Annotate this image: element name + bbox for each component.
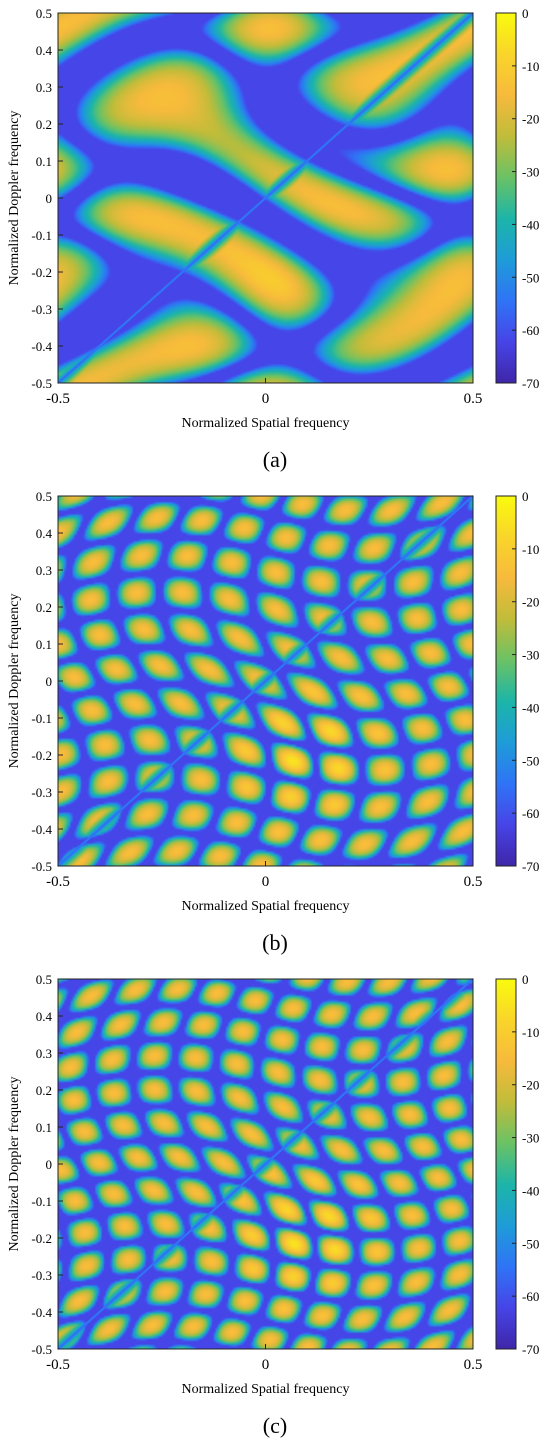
y-tick-label: 0	[46, 674, 53, 689]
y-axis-label: Normalized Doppler frequency	[7, 594, 22, 769]
chart-svg: -0.5 0 0.5 -0.5 -0.4 -0.3 -0.2 -0.1 0 0.1 0.2 0.3 0.…	[7, 6, 539, 472]
colorbar-tick-label: -70	[522, 859, 539, 874]
colorbar-tick-label: 0	[522, 6, 529, 21]
colorbar-tick-label: -50	[522, 1236, 539, 1251]
colorbar-tick-label: -70	[522, 376, 539, 391]
y-tick-label: -0.5	[31, 1342, 52, 1357]
y-tick-label: -0.4	[31, 1305, 52, 1320]
x-tick-label: 0	[262, 1357, 270, 1373]
x-tick-label: 0.5	[464, 1357, 483, 1373]
x-tick-label: -0.5	[46, 1357, 70, 1373]
y-tick-label: -0.1	[31, 711, 52, 726]
y-tick-label: 0.2	[36, 117, 52, 132]
clutter-ridge-line	[57, 978, 474, 1350]
y-tick-label: -0.1	[31, 228, 52, 243]
y-tick-label: 0.3	[36, 80, 52, 95]
colorbar-tick-label: -10	[522, 59, 539, 74]
panel-caption: (c)	[263, 1413, 287, 1438]
y-tick-label: -0.5	[31, 376, 52, 391]
y-tick-label: -0.2	[31, 748, 52, 763]
y-axis-label: Normalized Doppler frequency	[7, 111, 22, 286]
x-axis-label: Normalized Spatial frequency	[182, 416, 350, 431]
colorbar-tick-label: -60	[522, 1289, 539, 1304]
y-tick-label: 0.4	[36, 1009, 53, 1024]
colorbar-tick-label: -20	[522, 595, 539, 610]
colorbar-tick-label: -60	[522, 806, 539, 821]
colorbar-tick-label: 0	[522, 972, 529, 987]
x-tick-label: 0	[262, 391, 270, 407]
colorbar-tick-label: -30	[522, 648, 539, 663]
colorbar-tick-label: -40	[522, 700, 539, 715]
x-tick-label: 0	[262, 874, 270, 890]
panel-caption: (b)	[262, 930, 288, 955]
figure-panel: -0.5 0 0.5 -0.5 -0.4 -0.3 -0.2 -0.1 0 0.1 0.2 0.3 0.…	[0, 483, 550, 966]
figure-panel: -0.5 0 0.5 -0.5 -0.4 -0.3 -0.2 -0.1 0 0.1 0.2 0.3 0.…	[0, 966, 550, 1449]
colorbar	[495, 495, 517, 867]
y-tick-label: 0.5	[36, 972, 52, 987]
chart-svg: -0.5 0 0.5 -0.5 -0.4 -0.3 -0.2 -0.1 0 0.1 0.2 0.3 0.…	[7, 972, 539, 1438]
colorbar	[495, 978, 517, 1350]
y-tick-label: 0.3	[36, 1046, 52, 1061]
y-tick-label: -0.5	[31, 859, 52, 874]
y-tick-label: 0.1	[36, 154, 52, 169]
y-tick-label: -0.4	[31, 339, 52, 354]
colorbar-tick-label: -40	[522, 217, 539, 232]
x-tick-label: 0.5	[464, 874, 483, 890]
colorbar-tick-label: -60	[522, 323, 539, 338]
y-tick-label: -0.4	[31, 822, 52, 837]
y-tick-label: -0.3	[31, 1268, 52, 1283]
panel-caption: (a)	[263, 447, 287, 472]
colorbar-tick-label: -50	[522, 270, 539, 285]
colorbar-tick-label: -30	[522, 165, 539, 180]
y-tick-label: -0.3	[31, 785, 52, 800]
colorbar-tick-label: -40	[522, 1183, 539, 1198]
y-tick-label: 0.2	[36, 600, 52, 615]
colorbar-tick-label: -30	[522, 1131, 539, 1146]
y-tick-label: -0.1	[31, 1194, 52, 1209]
y-tick-label: 0	[46, 1157, 53, 1172]
y-tick-label: 0.1	[36, 637, 52, 652]
y-tick-label: 0.3	[36, 563, 52, 578]
colorbar-tick-label: 0	[522, 489, 529, 504]
chart-svg: -0.5 0 0.5 -0.5 -0.4 -0.3 -0.2 -0.1 0 0.1 0.2 0.3 0.…	[7, 489, 539, 955]
colorbar-tick-label: -10	[522, 1025, 539, 1040]
y-tick-label: 0.2	[36, 1083, 52, 1098]
y-tick-label: 0.5	[36, 489, 52, 504]
x-tick-label: -0.5	[46, 391, 70, 407]
x-axis-label: Normalized Spatial frequency	[182, 899, 350, 914]
colorbar-tick-label: -10	[522, 542, 539, 557]
y-tick-label: 0.4	[36, 43, 53, 58]
y-axis-label: Normalized Doppler frequency	[7, 1077, 22, 1252]
colorbar-tick-label: -20	[522, 1078, 539, 1093]
y-tick-label: 0.4	[36, 526, 53, 541]
colorbar	[495, 12, 517, 384]
colorbar-tick-label: -70	[522, 1342, 539, 1357]
clutter-ridge-line	[57, 12, 474, 384]
y-tick-label: -0.2	[31, 265, 52, 280]
y-tick-label: 0.5	[36, 6, 52, 21]
colorbar-tick-label: -50	[522, 753, 539, 768]
x-tick-label: 0.5	[464, 391, 483, 407]
x-axis-label: Normalized Spatial frequency	[182, 1382, 350, 1397]
figure-panel: -0.5 0 0.5 -0.5 -0.4 -0.3 -0.2 -0.1 0 0.1 0.2 0.3 0.…	[0, 0, 550, 483]
x-tick-label: -0.5	[46, 874, 70, 890]
y-tick-label: -0.2	[31, 1231, 52, 1246]
clutter-ridge-line	[57, 495, 474, 867]
colorbar-tick-label: -20	[522, 112, 539, 127]
y-tick-label: 0	[46, 191, 53, 206]
y-tick-label: -0.3	[31, 302, 52, 317]
y-tick-label: 0.1	[36, 1120, 52, 1135]
